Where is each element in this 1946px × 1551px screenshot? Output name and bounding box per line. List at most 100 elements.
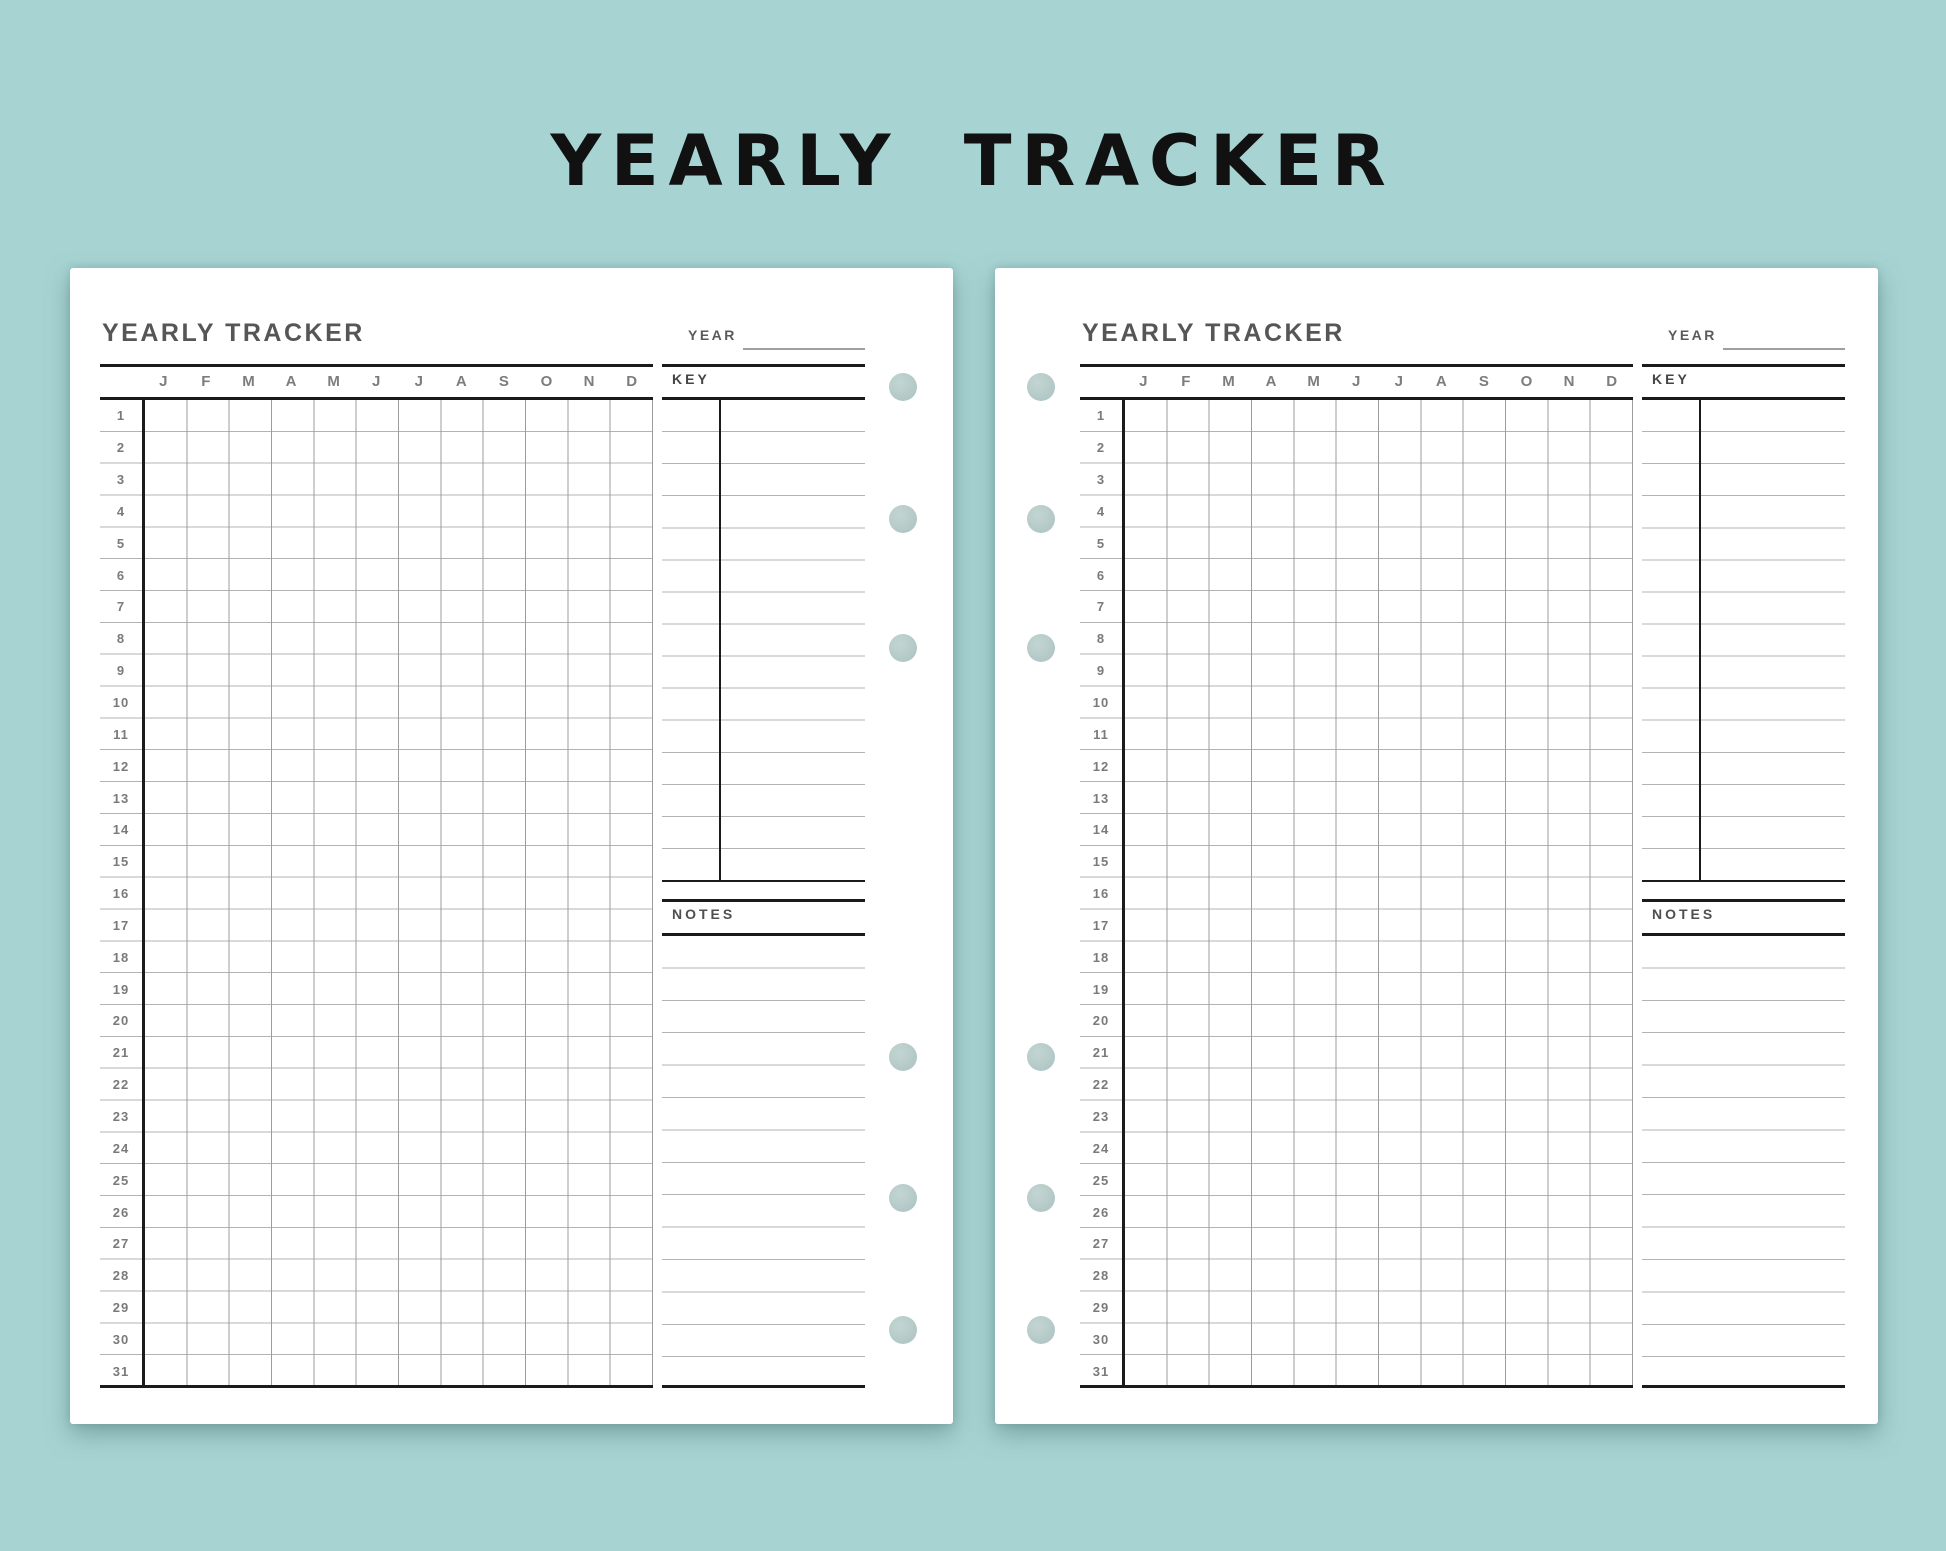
day-number: 18 [112, 949, 130, 965]
month-label: J [1139, 373, 1148, 390]
day-number: 2 [1096, 440, 1106, 456]
month-label: D [626, 373, 638, 390]
binder-hole [889, 1316, 917, 1344]
key-bottom-rule [1642, 880, 1845, 882]
binder-hole [889, 634, 917, 662]
day-number: 25 [112, 1172, 130, 1188]
key-entry-area[interactable] [662, 400, 865, 881]
grid-bottom-rule [1080, 1385, 1633, 1388]
notes-bottom-rule [662, 1385, 865, 1388]
month-label: M [1222, 373, 1235, 390]
day-number: 20 [1092, 1013, 1110, 1029]
year-input-line[interactable] [1723, 348, 1845, 350]
day-number: 10 [112, 695, 130, 711]
month-label: A [455, 373, 467, 390]
day-number: 27 [1092, 1236, 1110, 1252]
notes-entry-area[interactable] [662, 936, 865, 1357]
month-label: M [242, 373, 255, 390]
day-number: 19 [112, 981, 130, 997]
month-label: A [1435, 373, 1447, 390]
month-label: O [540, 373, 553, 390]
day-number: 8 [116, 631, 126, 647]
day-number: 19 [1092, 981, 1110, 997]
tracker-grid[interactable] [1122, 400, 1633, 1387]
key-label: KEY [1652, 371, 1690, 387]
month-label: J [414, 373, 423, 390]
day-number: 2 [116, 440, 126, 456]
binder-hole [1027, 373, 1055, 401]
binder-hole [889, 505, 917, 533]
binder-hole [1027, 505, 1055, 533]
day-number: 21 [1092, 1045, 1110, 1061]
day-number: 3 [1096, 472, 1106, 488]
month-label: N [583, 373, 595, 390]
notes-top-rule [1642, 899, 1845, 902]
tracker-grid[interactable] [142, 400, 653, 1387]
day-number: 6 [1096, 567, 1106, 583]
notes-header-rule [1642, 933, 1845, 936]
day-number: 24 [112, 1140, 130, 1156]
day-number: 12 [1092, 758, 1110, 774]
month-label: D [1606, 373, 1618, 390]
binder-hole [889, 1184, 917, 1212]
month-label: O [1520, 373, 1533, 390]
binder-hole [889, 373, 917, 401]
notes-bottom-rule [1642, 1385, 1845, 1388]
binder-hole [1027, 1184, 1055, 1212]
key-top-rule [662, 364, 865, 367]
day-number: 27 [112, 1236, 130, 1252]
day-number: 16 [112, 886, 130, 902]
notes-entry-area[interactable] [1642, 936, 1845, 1357]
day-number: 11 [1093, 726, 1109, 742]
day-number: 15 [1092, 854, 1110, 870]
month-label: J [372, 373, 381, 390]
key-top-rule [1642, 364, 1845, 367]
day-number: 30 [112, 1331, 130, 1347]
month-label: J [1394, 373, 1403, 390]
key-header-rule [1642, 397, 1845, 400]
day-number: 12 [112, 758, 130, 774]
day-number: 6 [116, 567, 126, 583]
binder-hole [1027, 1043, 1055, 1071]
day-number: 22 [1092, 1077, 1110, 1093]
notes-label: NOTES [1652, 906, 1716, 922]
day-number: 14 [112, 822, 130, 838]
day-number: 4 [1096, 503, 1106, 519]
day-number: 30 [1092, 1331, 1110, 1347]
notes-label: NOTES [672, 906, 736, 922]
day-number: 7 [1096, 599, 1106, 615]
key-divider-line [719, 400, 721, 881]
key-label: KEY [672, 371, 710, 387]
day-number: 4 [116, 503, 126, 519]
year-input-line[interactable] [743, 348, 865, 350]
binder-hole [1027, 634, 1055, 662]
day-number: 23 [112, 1108, 130, 1124]
day-number: 17 [1092, 917, 1110, 933]
month-label: M [327, 373, 340, 390]
key-header-rule [662, 397, 865, 400]
page-title: YEARLY TRACKER [550, 120, 1396, 202]
day-number-column: 1 2 3 4 5 6 7 8 9 10 11 12 13 14 15 16 17 18 19 20 21 22 23 24 2… [1080, 400, 1122, 1387]
day-number: 29 [1092, 1300, 1110, 1316]
key-entry-area[interactable] [1642, 400, 1845, 881]
day-number: 18 [1092, 949, 1110, 965]
day-number: 10 [1092, 695, 1110, 711]
day-number: 31 [112, 1363, 130, 1379]
month-label: N [1563, 373, 1575, 390]
day-number: 15 [112, 854, 130, 870]
day-number: 13 [1092, 790, 1110, 806]
day-number: 21 [112, 1045, 130, 1061]
day-number: 20 [112, 1013, 130, 1029]
binder-hole [1027, 1316, 1055, 1344]
day-number: 29 [112, 1300, 130, 1316]
day-number-column: 1 2 3 4 5 6 7 8 9 10 11 12 13 14 15 16 17 18 19 20 21 22 23 24 2… [100, 400, 142, 1387]
binder-hole [889, 1043, 917, 1071]
notes-header-rule [662, 933, 865, 936]
month-label: J [159, 373, 168, 390]
month-label: S [1478, 373, 1489, 390]
day-number: 23 [1092, 1108, 1110, 1124]
